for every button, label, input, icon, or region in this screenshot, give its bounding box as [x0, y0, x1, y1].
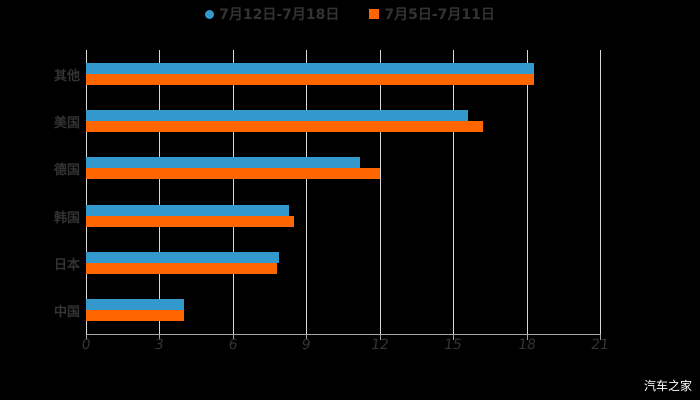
- bar[interactable]: [86, 252, 280, 263]
- gridline: [232, 50, 234, 334]
- x-tick: [526, 334, 528, 340]
- bar[interactable]: [86, 215, 295, 227]
- gridline: [86, 50, 87, 334]
- category-label: 德国: [53, 163, 80, 179]
- category-label: 日本: [53, 258, 80, 273]
- gridline: [526, 50, 528, 334]
- legend-label: 7月12日-7月18日: [219, 7, 340, 23]
- bar[interactable]: [86, 299, 184, 311]
- x-tick-label: 9: [300, 337, 312, 353]
- x-tick-label: 6: [227, 337, 239, 353]
- legend-label: 7月5日-7月11日: [384, 7, 495, 23]
- gridline: [159, 50, 161, 334]
- x-tick: [600, 334, 601, 340]
- bar[interactable]: [86, 157, 361, 169]
- category-label: 美国: [53, 116, 80, 131]
- x-tick: [232, 334, 234, 340]
- x-axis-line: [86, 334, 600, 335]
- legend-item-week-0712[interactable]: 7月12日-7月18日: [205, 4, 339, 24]
- x-tick-label: 18: [516, 337, 537, 353]
- x-tick-label: 3: [153, 337, 166, 353]
- gridline: [379, 50, 381, 334]
- x-tick: [159, 334, 161, 340]
- x-tick: [453, 334, 455, 340]
- x-tick-label: 12: [369, 337, 390, 353]
- bar[interactable]: [86, 204, 290, 216]
- legend-square-icon: [369, 9, 380, 19]
- bar[interactable]: [86, 310, 184, 322]
- watermark: 汽车之家: [643, 379, 692, 393]
- category-label: 中国: [53, 305, 80, 321]
- category-label: 韩国: [53, 210, 80, 226]
- legend-item-week-0705[interactable]: 7月5日-7月11日: [369, 4, 495, 24]
- x-tick-label: 21: [589, 337, 611, 353]
- gridline: [306, 50, 308, 334]
- category-label: 其他: [53, 68, 80, 84]
- bar[interactable]: [86, 62, 534, 74]
- bar[interactable]: [86, 110, 468, 121]
- gridline: [600, 50, 601, 334]
- bar[interactable]: [86, 73, 534, 85]
- bar[interactable]: [86, 263, 277, 274]
- x-tick-label: 0: [80, 337, 92, 353]
- bar[interactable]: [86, 121, 483, 132]
- legend-circle-icon: [205, 9, 215, 19]
- x-tick: [379, 334, 381, 340]
- chart-legend: 7月12日-7月18日 7月5日-7月11日: [0, 4, 700, 24]
- bar[interactable]: [86, 168, 380, 180]
- gridline: [453, 50, 455, 334]
- x-tick: [306, 334, 308, 340]
- x-tick: [86, 334, 87, 340]
- x-tick-label: 15: [443, 337, 464, 353]
